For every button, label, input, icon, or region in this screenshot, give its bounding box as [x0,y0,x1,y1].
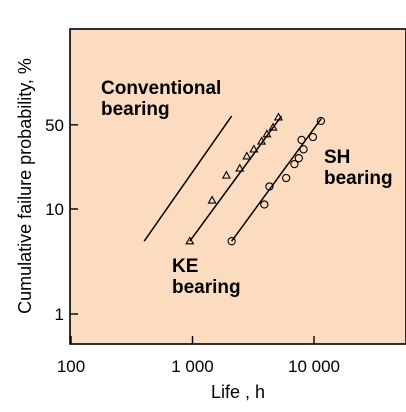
ke-data-point [185,236,195,245]
ke-data-point [256,136,267,145]
sh-data-point [282,173,291,183]
ke-label-line-2: bearing [172,277,241,298]
x-axis-ticks: 100 1 000 10 000 [57,336,340,376]
conventional-bearing-line [143,115,233,242]
sh-data-point [299,145,308,154]
sh-data-point [316,116,326,126]
x-tick-label: 100 [57,357,85,376]
ke-data-point [207,195,217,204]
ke-data-point [235,163,245,172]
sh-data-point [294,154,303,163]
x-axis-title: Life , h [211,382,265,402]
conventional-label-line-2: bearing [101,99,170,120]
x-tick-label: 10 000 [288,357,340,376]
sh-label-line-1: SH [324,147,350,168]
x-tick-label: 1 000 [171,357,214,376]
sh-data-point [265,182,274,191]
y-axis-title: Cumulative failure probability, % [15,58,35,314]
ke-data-point [242,151,252,160]
plot-area [69,28,406,345]
y-tick-label: 50 [45,116,64,135]
sh-data-point [297,135,306,145]
y-tick-label: 10 [45,200,64,219]
ke-data-point [262,129,272,138]
sh-data-point [290,159,299,169]
markers [185,112,326,246]
conventional-label-line-1: Conventional [101,78,221,99]
y-axis-ticks: 1 10 50 [45,116,78,324]
ke-data-point [249,144,259,153]
ke-data-point [268,122,278,131]
sh-data-point [227,237,236,246]
ke-data-point [221,170,231,179]
sh-data-point [260,200,269,209]
ke-label-line-1: KE [172,256,198,277]
ke-data-point [273,112,284,121]
sh-bearing-line [231,118,322,242]
sh-label-line-2: bearing [324,168,393,189]
sh-data-point [308,132,318,142]
y-tick-label: 1 [55,305,64,324]
